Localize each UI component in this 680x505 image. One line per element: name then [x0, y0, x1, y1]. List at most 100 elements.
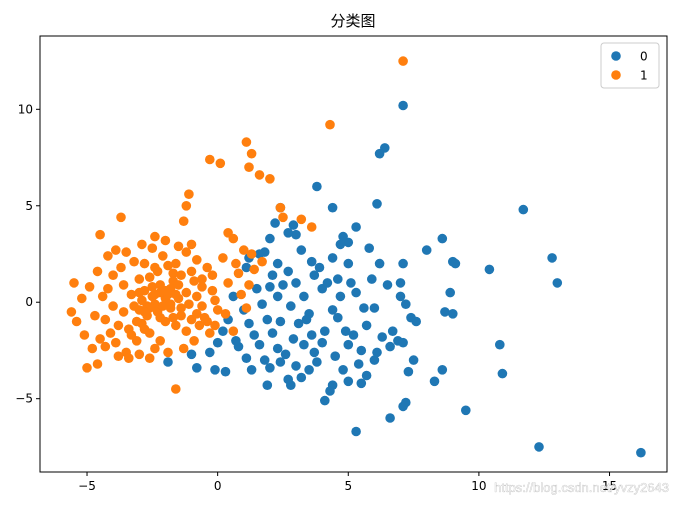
point-series-0: [372, 199, 382, 209]
point-series-0: [265, 363, 275, 373]
point-series-1: [192, 254, 202, 265]
point-series-1: [212, 305, 223, 315]
point-series-1: [210, 295, 220, 306]
point-series-0: [309, 347, 320, 358]
legend-box: [600, 42, 660, 89]
point-series-1: [150, 231, 160, 242]
point-series-0: [218, 326, 228, 337]
point-series-1: [92, 266, 103, 277]
point-series-0: [251, 283, 262, 294]
point-series-0: [192, 363, 202, 373]
point-series-0: [293, 318, 304, 329]
point-series-0: [272, 343, 283, 354]
point-series-0: [335, 291, 346, 302]
point-series-0: [325, 386, 335, 396]
point-series-1: [113, 320, 124, 331]
point-series-1: [205, 328, 215, 338]
point-series-0: [518, 204, 529, 215]
point-series-1: [275, 202, 286, 213]
point-series-1: [207, 270, 218, 281]
point-series-1: [210, 320, 220, 331]
point-series-1: [176, 303, 186, 313]
point-series-1: [147, 243, 158, 253]
point-series-1: [181, 287, 192, 298]
point-series-1: [233, 268, 244, 279]
point-series-1: [116, 262, 126, 273]
point-series-1: [244, 162, 254, 172]
point-series-1: [87, 343, 98, 354]
point-series-0: [408, 355, 419, 365]
point-series-1: [189, 276, 199, 286]
point-series-1: [246, 148, 257, 159]
x-tick-label: −5: [78, 479, 96, 493]
point-series-1: [139, 324, 150, 335]
point-series-0: [272, 291, 283, 302]
point-series-1: [103, 251, 113, 261]
point-series-1: [71, 316, 82, 327]
point-series-0: [327, 305, 338, 315]
point-series-1: [118, 280, 129, 290]
point-series-1: [176, 270, 186, 281]
point-series-0: [254, 339, 265, 350]
point-series-0: [280, 349, 291, 360]
point-series-1: [108, 270, 118, 281]
point-series-0: [291, 278, 301, 288]
point-series-0: [205, 347, 215, 358]
point-series-0: [398, 337, 408, 348]
point-series-0: [367, 274, 377, 284]
point-series-1: [249, 264, 259, 275]
point-series-0: [338, 231, 348, 242]
point-series-1: [116, 212, 126, 223]
point-series-0: [220, 366, 231, 377]
point-series-0: [283, 228, 294, 238]
point-series-1: [92, 359, 103, 369]
point-series-1: [176, 310, 186, 321]
point-series-0: [306, 256, 317, 267]
point-series-0: [346, 278, 356, 288]
point-series-1: [129, 301, 139, 311]
point-series-0: [314, 262, 325, 273]
point-series-0: [262, 380, 273, 391]
point-series-1: [236, 289, 246, 300]
point-series-1: [69, 278, 79, 288]
y-tick-label: 0: [25, 295, 33, 309]
point-series-1: [173, 280, 184, 290]
point-series-1: [168, 312, 178, 323]
chart-title: 分类图: [330, 12, 375, 30]
point-series-0: [272, 258, 283, 269]
point-series-0: [309, 270, 320, 281]
x-tick-label: 0: [214, 479, 222, 493]
point-series-1: [139, 307, 150, 317]
point-series-1: [134, 287, 145, 298]
point-series-0: [299, 291, 309, 302]
point-series-0: [231, 336, 241, 346]
point-series-0: [322, 278, 333, 288]
point-series-1: [95, 229, 105, 240]
point-series-0: [369, 355, 380, 365]
legend-label-series-0: 0: [640, 50, 648, 64]
point-series-0: [210, 365, 220, 375]
point-series-0: [547, 253, 557, 263]
point-series-0: [262, 314, 273, 325]
x-tick-label: 15: [602, 479, 617, 493]
point-series-0: [429, 376, 440, 387]
point-series-1: [95, 334, 105, 344]
point-series-1: [257, 256, 267, 267]
point-series-0: [338, 365, 348, 375]
point-series-0: [270, 218, 280, 228]
point-series-1: [218, 253, 228, 263]
point-series-0: [440, 307, 450, 317]
point-series-1: [108, 301, 118, 311]
point-series-1: [111, 337, 121, 348]
point-series-0: [335, 239, 346, 250]
x-tick-label: 10: [471, 479, 486, 493]
point-series-1: [97, 291, 108, 302]
point-series-0: [636, 447, 646, 458]
point-series-1: [163, 260, 173, 271]
point-series-0: [249, 330, 259, 340]
point-series-1: [165, 299, 176, 310]
point-series-0: [348, 330, 359, 340]
point-series-1: [158, 301, 168, 311]
point-series-1: [181, 201, 192, 211]
point-series-1: [118, 307, 129, 317]
